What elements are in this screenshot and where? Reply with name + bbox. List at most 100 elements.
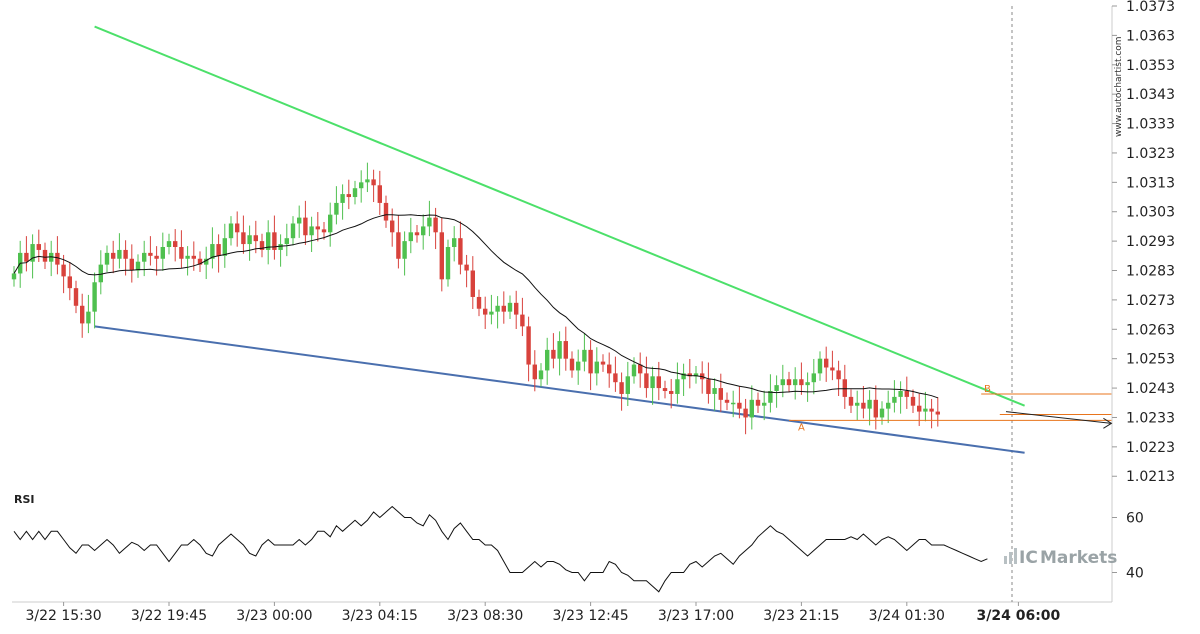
candle — [92, 272, 97, 329]
candle — [836, 360, 841, 397]
candle — [390, 208, 395, 247]
candle — [799, 362, 804, 395]
candle — [30, 234, 35, 279]
candle-body — [383, 202, 389, 221]
y-tick-label: 1.0303 — [1126, 205, 1175, 221]
candle-body — [873, 399, 878, 418]
candle-body — [148, 252, 153, 256]
candle-body — [439, 232, 444, 280]
candle — [11, 266, 17, 287]
candle-body — [836, 370, 841, 380]
pattern-point-label: B — [984, 384, 991, 395]
candle-body — [811, 373, 816, 383]
candle — [551, 333, 556, 369]
candle-body — [594, 361, 599, 374]
y-tick-label: 1.0223 — [1126, 440, 1175, 456]
candle-body — [582, 349, 587, 362]
x-tick-label: 3/22 19:45 — [131, 608, 207, 624]
candle-body — [768, 391, 773, 403]
candle-body — [117, 249, 122, 259]
candle-body — [334, 202, 339, 215]
candle-body — [551, 349, 556, 359]
candle-body — [476, 296, 482, 309]
candle — [197, 251, 203, 272]
candle-body — [328, 214, 333, 233]
candle-body — [576, 361, 581, 371]
candle — [718, 373, 723, 412]
candle — [24, 236, 29, 272]
candle — [86, 294, 91, 334]
candle-body — [452, 238, 457, 247]
candle-body — [427, 217, 432, 227]
y-tick-label: 1.0273 — [1126, 293, 1175, 309]
candle — [160, 232, 165, 271]
candle — [142, 240, 147, 277]
candle-body — [235, 223, 240, 233]
candle-body — [142, 252, 147, 262]
candle-body — [600, 361, 606, 365]
candle — [886, 390, 891, 424]
candle-body — [470, 270, 475, 297]
candle — [557, 331, 562, 376]
candle — [278, 234, 283, 267]
brand-bars-icon — [1004, 548, 1017, 564]
candle — [290, 216, 296, 246]
candle-body — [266, 232, 271, 250]
candle — [935, 397, 940, 427]
candle — [235, 211, 240, 247]
candle-body — [799, 379, 804, 386]
candle — [507, 295, 513, 320]
candle-body — [613, 373, 618, 383]
candle — [656, 361, 661, 401]
candle-body — [731, 402, 736, 405]
candle-body — [80, 305, 85, 324]
candle — [706, 362, 711, 404]
candle — [501, 291, 506, 324]
candle-body — [408, 232, 413, 242]
candle — [470, 256, 475, 310]
candle-body — [185, 255, 190, 259]
candle-body — [712, 388, 717, 394]
rsi-label: RSI — [14, 493, 35, 506]
candle — [638, 352, 643, 388]
candle-body — [216, 244, 221, 256]
candle-body — [625, 376, 630, 394]
candle-body — [786, 379, 792, 386]
candle — [80, 293, 85, 338]
candle-body — [340, 194, 345, 203]
candle — [755, 392, 761, 414]
candle — [817, 351, 823, 381]
candle — [185, 246, 190, 276]
brand-mark: IC — [1019, 548, 1038, 568]
candle — [774, 375, 779, 408]
candle — [315, 212, 320, 242]
candle — [383, 195, 389, 228]
candle — [104, 245, 110, 272]
candle — [210, 227, 215, 269]
candle-body — [92, 282, 97, 312]
candle — [427, 200, 432, 237]
y-tick-label: 1.0253 — [1126, 352, 1175, 368]
candle-body — [210, 244, 215, 259]
candle-body — [278, 244, 283, 250]
candle-body — [154, 255, 159, 259]
candle-body — [73, 288, 79, 306]
candle-body — [631, 364, 637, 377]
x-tick-label: 3/22 15:30 — [25, 608, 101, 624]
candle-body — [321, 229, 327, 233]
pattern-point-label: A — [798, 422, 805, 433]
candle — [786, 371, 792, 393]
y-tick-label: 1.0243 — [1126, 381, 1175, 397]
candle-body — [910, 396, 916, 406]
candle-body — [86, 311, 91, 324]
candle — [805, 372, 810, 402]
candle-body — [67, 276, 72, 289]
candle-body — [607, 364, 612, 374]
candle-body — [315, 226, 320, 230]
rsi-panel: 60 40 — [13, 505, 1144, 593]
candle-body — [501, 305, 506, 312]
candle-body — [898, 391, 903, 397]
candle-body — [737, 402, 742, 409]
candle-body — [390, 220, 395, 233]
x-tick-label: 3/23 08:30 — [447, 608, 523, 624]
